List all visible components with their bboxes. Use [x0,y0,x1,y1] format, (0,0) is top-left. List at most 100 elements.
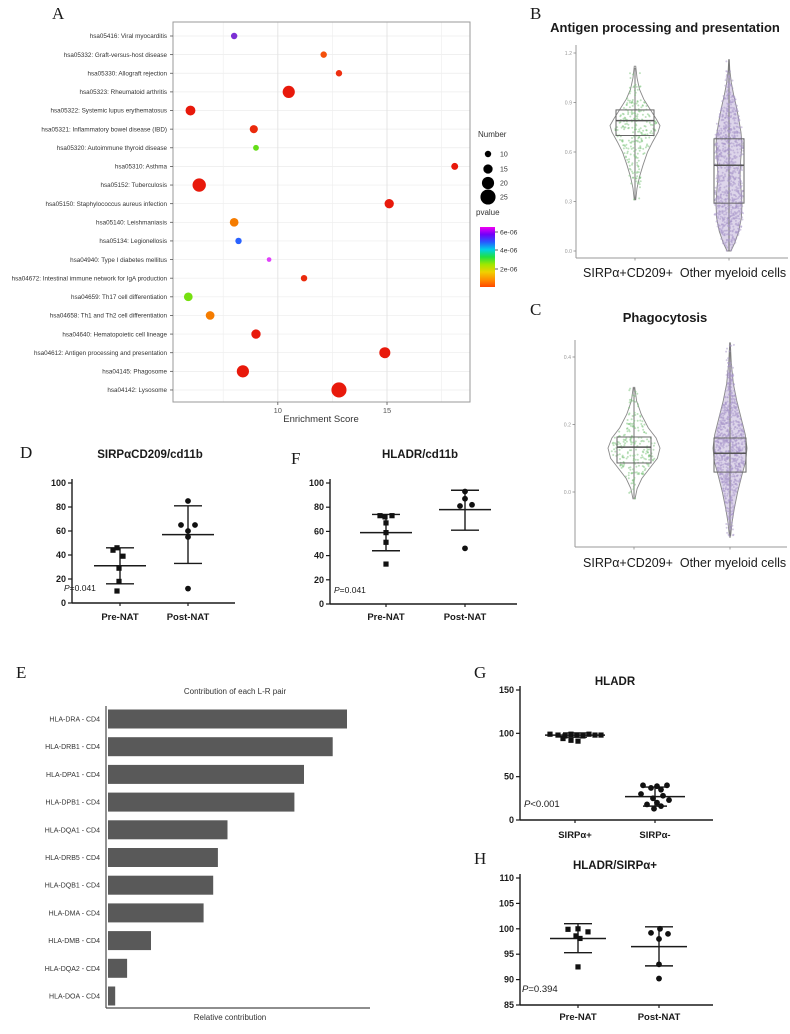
pvalue-tick-label: 4e-06 [500,247,518,254]
data-point-circle [658,803,664,810]
bar [108,848,218,867]
size-legend-value: 20 [500,180,508,187]
panel-h-scatter-plot: 85 90 95 100 105 110 [499,873,713,1010]
panel-g-pvalue: P<0.001 [524,799,560,810]
panel-g-group2-label: SIRPα- [639,830,671,841]
data-point-square [377,513,383,519]
panel-a-x-axis-label: Enrichment Score [283,414,359,425]
panel-f-letter: F [291,449,301,468]
pathway-label: hsa04672: Intestinal immune network for … [12,275,168,282]
data-point-square [560,735,566,742]
data-point-square [568,737,574,743]
y-tick-label: 0 [509,815,514,825]
y-tick-label: 50 [504,772,514,782]
pathway-dot [205,311,215,320]
data-point-circle [644,801,650,808]
data-point-circle [638,791,644,797]
data-point-circle [648,929,654,936]
data-point-square [592,732,598,738]
pathway-label: hsa04142: Lysosome [107,387,167,394]
panel-d-scatter-plot: 0 20 40 60 80 100 [51,478,235,608]
data-point-square [565,926,571,932]
data-point-circle [651,805,657,812]
pathway-dot [335,70,343,77]
panel-a-letter: A [52,4,65,23]
panel-h-pvalue: P=0.394 [522,984,558,995]
panel-c-violin-plot: 0.0 0.2 0.4 [564,340,787,550]
bar-category-label: HLA-DRA - CD4 [49,717,100,724]
y-tick-label: 60 [314,526,324,536]
pathway-label: hsa04940: Type I diabetes mellitus [70,257,167,264]
y-tick-label: 90 [504,975,514,985]
data-point-square [383,539,389,545]
data-point-circle [657,925,663,932]
panel-g-p-symbol: P [524,799,531,810]
y-tick-label: 100 [309,478,324,488]
data-point-circle [656,936,662,942]
size-legend-value: 15 [500,166,508,173]
pathway-label: hsa04640: Hematopoietic cell lineage [62,331,167,338]
y-tick-label: 40 [56,550,66,560]
bar [108,737,333,757]
data-point-square [114,588,120,594]
pathway-label: hsa05416: Viral myocarditis [90,33,167,40]
y-tick-label: 0.0 [564,490,571,496]
pvalue-tick-label: 6e-06 [500,229,518,236]
data-point-circle [648,785,654,791]
data-point-square [585,929,591,935]
pvalue-gradient [480,227,495,287]
pathway-dot [251,329,261,339]
data-point-circle [185,585,191,592]
pathway-dot [320,51,327,58]
pathway-label: hsa05330: Allograft rejection [88,70,168,77]
bar [108,958,128,978]
pathway-label: hsa05150: Staphylococcus aureus infectio… [46,201,168,208]
y-tick-label: 110 [499,873,514,883]
box-plot [713,138,745,204]
panel-e-bar-chart: HLA-DRA - CD4 HLA-DRB1 - CD4 HLA-DPA1 - CD… [45,706,370,1009]
data-point-circle [457,503,463,509]
y-tick-label: 85 [504,1000,514,1010]
y-tick-label: 100 [499,728,514,738]
pathway-dot [235,237,242,245]
panel-a-dotplot: hsa05416: Viral myocarditis hsa05332: Gra… [12,21,518,415]
size-legend-dot [480,189,496,205]
data-point-square [573,933,579,939]
data-point-circle [665,930,671,937]
bar-category-label: HLA-DPA1 - CD4 [46,772,100,779]
pathway-label: hsa05134: Legionellosis [99,238,167,245]
y-tick-label: 100 [51,478,66,488]
data-point-square [575,926,581,932]
data-point-square [577,935,583,942]
data-point-circle [664,782,670,789]
box-plot [616,436,652,464]
data-point-circle [462,488,468,495]
data-point-square [586,731,592,737]
pathway-dot [192,178,206,192]
bar [108,764,304,784]
color-legend-title: pvalue [476,208,500,217]
pathway-label: hsa05310: Asthma [115,164,168,171]
pathway-label: hsa04612: Antigen processing and present… [34,350,168,357]
y-tick-label: 40 [314,551,324,561]
x-tick-label: 15 [383,406,391,415]
y-tick-label: 20 [314,575,324,585]
y-tick-label: 100 [499,924,514,934]
panel-h-group2-label: Post-NAT [637,1012,681,1023]
y-tick-label: 0.9 [565,101,572,107]
data-point-square [382,514,388,520]
panel-b-violin-plot: 0.0 0.3 0.6 0.9 1.2 [565,45,788,261]
panel-h-letter: H [474,849,487,868]
pathway-label: hsa05152: Tuberculosis [100,182,167,189]
panel-f-group1-label: Pre-NAT [367,612,405,623]
bar-category-label: HLA-DRB1 - CD4 [45,744,100,751]
data-point-square [575,964,581,970]
size-legend-title: Number [478,130,507,139]
panel-f-pvalue: P=0.041 [334,585,366,595]
panel-b-group1-label: SIRPα+CD209+ [583,266,673,280]
data-point-circle [666,797,672,803]
pathway-label: hsa05323: Rheumatoid arthritis [79,89,167,96]
bar [108,903,204,923]
data-point-square [110,547,116,553]
pathway-label: hsa04659: Th17 cell differentiation [71,294,168,301]
